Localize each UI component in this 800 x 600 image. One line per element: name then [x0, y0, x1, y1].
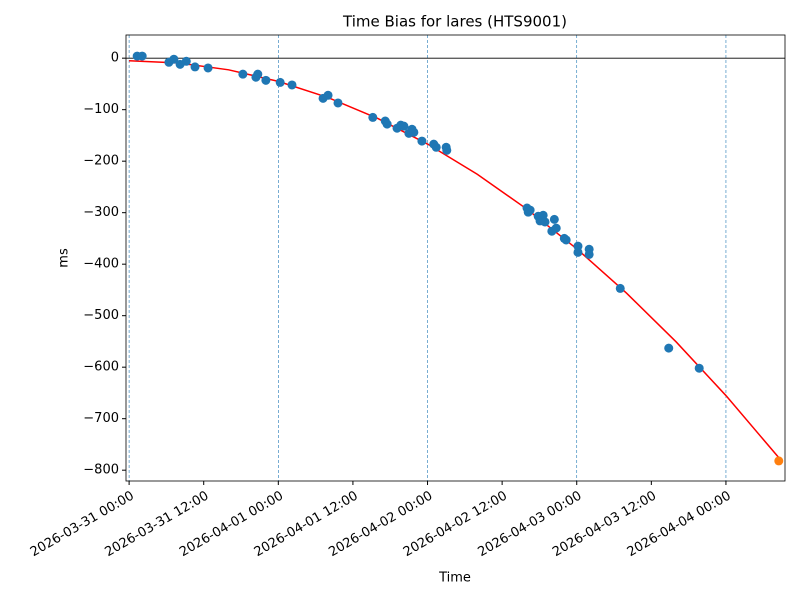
point: [573, 241, 583, 251]
point: [203, 63, 213, 73]
y-tick-label: −500: [83, 308, 119, 323]
y-tick-label: −800: [83, 463, 119, 478]
point: [181, 56, 191, 66]
y-tick-label: −100: [83, 102, 119, 117]
point: [238, 69, 248, 79]
y-tick-label: −600: [83, 360, 119, 375]
point: [409, 127, 419, 137]
point: [169, 54, 179, 64]
point: [275, 77, 285, 87]
point: [615, 283, 625, 293]
x-axis-label: Time: [438, 571, 471, 586]
fit-line: [129, 60, 780, 459]
y-tick-label: −200: [83, 154, 119, 169]
point: [442, 145, 452, 155]
point: [551, 223, 561, 233]
point: [190, 62, 200, 72]
point: [584, 249, 594, 259]
point: [417, 136, 427, 146]
y-tick-label: −400: [83, 257, 119, 272]
point: [333, 98, 343, 108]
point: [137, 51, 147, 61]
point: [664, 343, 674, 353]
point: [382, 119, 392, 129]
point: [561, 235, 571, 245]
point: [323, 90, 333, 100]
chart-title: Time Bias for lares (HTS9001): [342, 13, 567, 31]
point: [540, 217, 550, 227]
plot-frame: [125, 34, 786, 482]
point: [694, 363, 704, 373]
point: [431, 142, 441, 152]
point: [261, 75, 271, 85]
point: [253, 69, 263, 79]
point: [774, 456, 784, 466]
point: [287, 80, 297, 90]
point: [399, 121, 409, 131]
y-axis-label: ms: [57, 248, 72, 268]
y-tick-label: −700: [83, 411, 119, 426]
y-tick-label: −300: [83, 205, 119, 220]
point: [525, 205, 535, 215]
point: [573, 247, 583, 257]
point: [368, 112, 378, 122]
point: [549, 214, 559, 224]
y-tick-label: 0: [111, 51, 119, 66]
